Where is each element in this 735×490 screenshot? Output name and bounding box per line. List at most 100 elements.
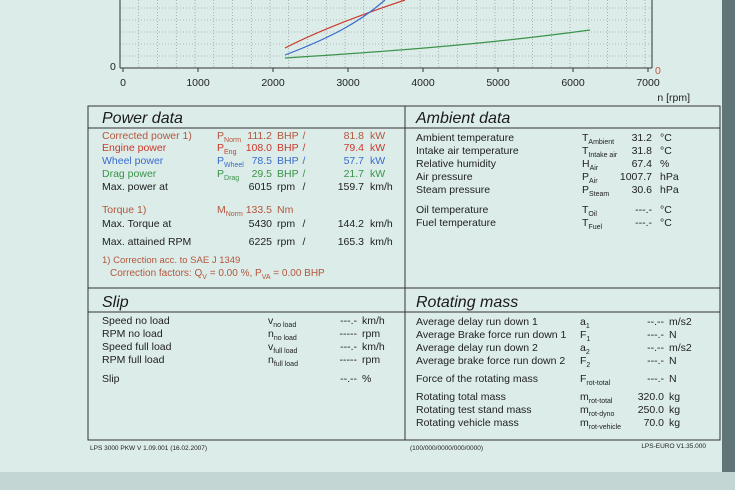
symbol: mrot-total <box>580 391 613 405</box>
y-zero: 0 <box>110 61 116 73</box>
cell: ---.- <box>340 341 357 353</box>
symbol-base: T <box>582 145 589 157</box>
cell: 81.8 <box>344 130 365 142</box>
cell: 29.5 <box>252 168 273 180</box>
symbol-base: M <box>217 204 226 216</box>
symbol-sub: no load <box>274 335 297 342</box>
symbol-sub: 1 <box>586 336 590 343</box>
cell: / <box>303 130 306 142</box>
symbol-base: a <box>580 316 586 328</box>
symbol-base: F <box>580 373 586 385</box>
cell: N <box>669 329 677 341</box>
symbol: TOil <box>582 204 597 218</box>
symbol: PWheel <box>217 155 244 169</box>
note-part: = 0.00 %, P <box>207 268 262 279</box>
cell: 320.0 <box>638 391 664 403</box>
symbol: TIntake air <box>582 145 618 159</box>
symbol: TFuel <box>582 217 602 231</box>
cell: Average brake force run down 2 <box>416 355 565 367</box>
cell: kg <box>669 417 680 429</box>
cell: Ambient temperature <box>416 132 514 144</box>
symbol-base: n <box>268 328 274 340</box>
symbol-base: m <box>580 417 589 429</box>
cell: Speed no load <box>102 315 170 327</box>
x-tick-label: 0 <box>120 77 126 89</box>
symbol-sub: 2 <box>586 362 590 369</box>
symbol-base: T <box>582 204 589 216</box>
cell: rpm <box>362 328 380 340</box>
section-title: Power data <box>102 110 183 127</box>
cell: BHP <box>277 155 299 167</box>
symbol-base: F <box>580 355 586 367</box>
cell: m/s2 <box>669 316 692 328</box>
symbol-base: T <box>582 217 589 229</box>
symbol-sub: Steam <box>589 191 609 198</box>
symbol: HAir <box>582 158 599 172</box>
symbol-sub: 2 <box>586 349 590 356</box>
cell: km/h <box>362 341 385 353</box>
cell: BHP <box>277 130 299 142</box>
cell: 6225 <box>249 236 273 248</box>
symbol: PNorm <box>217 130 241 144</box>
cell: / <box>303 236 306 248</box>
cell: --.-- <box>340 373 357 385</box>
cell: --.-- <box>647 342 664 354</box>
cell: m/s2 <box>669 342 692 354</box>
x-tick-label: 1000 <box>186 77 210 89</box>
cell: hPa <box>660 184 679 196</box>
symbol: F1 <box>580 329 590 343</box>
symbol-sub: rot-total <box>586 380 610 387</box>
cell: 6015 <box>249 181 273 193</box>
cell: N <box>669 373 677 385</box>
cell: Drag power <box>102 168 157 180</box>
symbol-sub: 1 <box>586 323 590 330</box>
symbol-base: v <box>268 315 274 327</box>
symbol-sub: Wheel <box>224 162 244 169</box>
cell: RPM no load <box>102 328 163 340</box>
cell: Rotating total mass <box>416 391 506 403</box>
symbol: vno load <box>268 315 296 329</box>
cell: 1007.7 <box>620 171 652 183</box>
symbol: a1 <box>580 316 590 330</box>
symbol: mrot-dyno <box>580 404 615 418</box>
cell: km/h <box>362 315 385 327</box>
symbol-base: n <box>268 354 274 366</box>
cell: Torque 1) <box>102 204 146 216</box>
cell: rpm <box>277 236 295 248</box>
symbol-base: m <box>580 404 589 416</box>
cell: kg <box>669 404 680 416</box>
symbol-base: P <box>582 184 589 196</box>
cell: Max. attained RPM <box>102 236 191 248</box>
cell: / <box>303 181 306 193</box>
symbol-sub: no load <box>273 322 296 329</box>
x-tick-label: 4000 <box>411 77 435 89</box>
cell: rpm <box>362 354 380 366</box>
symbol-base: P <box>217 155 224 167</box>
cell: 57.7 <box>344 155 365 167</box>
cell: hPa <box>660 171 679 183</box>
chart-grid <box>119 0 652 68</box>
symbol-sub: Intake air <box>588 152 617 159</box>
cell: RPM full load <box>102 354 165 366</box>
section-title: Slip <box>102 294 129 311</box>
symbol-base: T <box>582 132 589 144</box>
section-title: Ambient data <box>415 110 510 127</box>
symbol-base: a <box>580 342 586 354</box>
symbol-base: F <box>580 329 586 341</box>
paper-shadow <box>0 472 735 490</box>
note-part: = 0.00 BHP <box>271 268 326 279</box>
cell: N <box>669 355 677 367</box>
cell: BHP <box>277 142 299 154</box>
x-tick-label: 3000 <box>336 77 360 89</box>
cell: Speed full load <box>102 341 172 353</box>
symbol-sub: Fuel <box>588 224 602 231</box>
cell: °C <box>660 132 672 144</box>
cell: kW <box>370 142 385 154</box>
cell: ---.- <box>340 315 357 327</box>
x-tick-label: 2000 <box>261 77 285 89</box>
x-axis-label: n [rpm] <box>657 92 690 104</box>
cell: 31.2 <box>632 132 653 144</box>
symbol-base: m <box>580 391 589 403</box>
y2-zero: 0 <box>655 65 661 77</box>
symbol: TAmbient <box>582 132 614 146</box>
